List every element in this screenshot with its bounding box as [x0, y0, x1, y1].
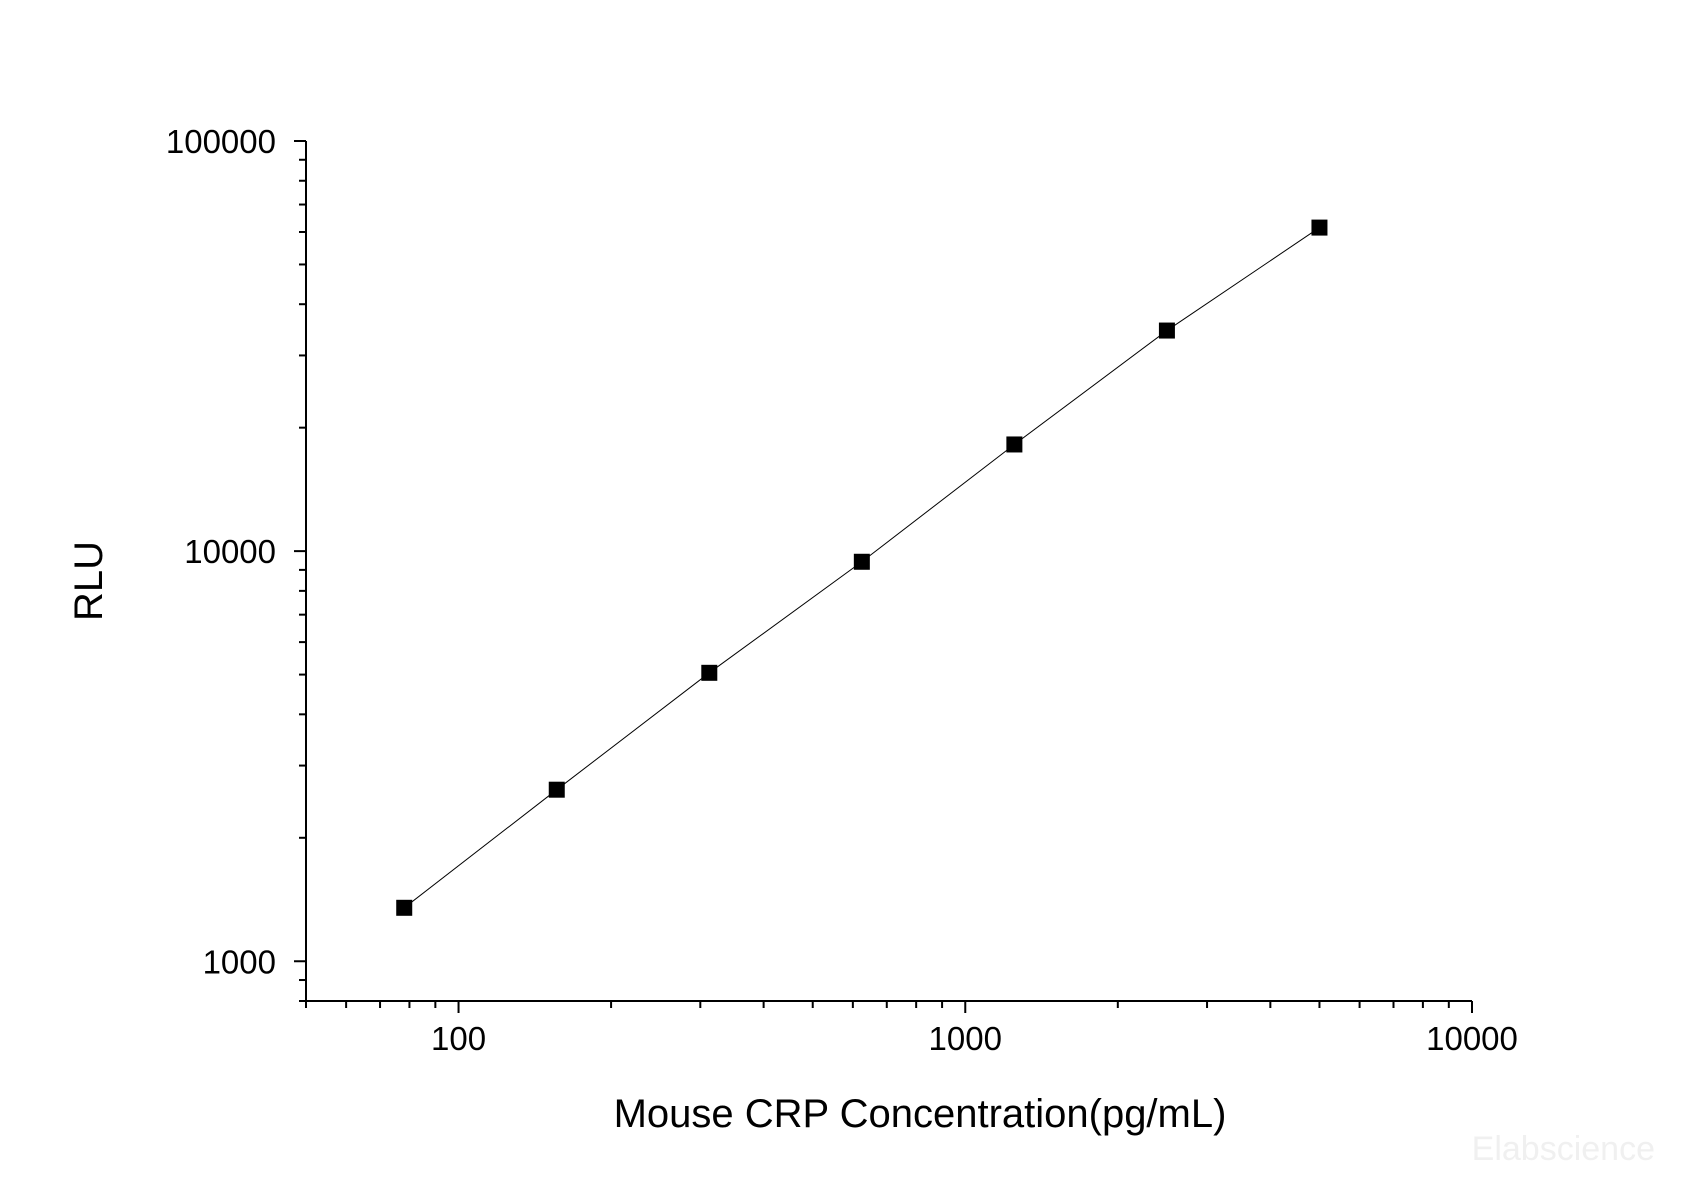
data-point [1006, 436, 1023, 453]
y-tick-label: 1000 [203, 943, 276, 980]
x-tick-label: 100 [431, 1020, 486, 1057]
data-point [548, 781, 565, 798]
x-tick-label: 10000 [1426, 1020, 1518, 1057]
data-series [396, 219, 1328, 916]
data-point [701, 664, 718, 681]
y-axis-title: RLU [67, 541, 111, 621]
x-tick-label: 1000 [929, 1020, 1002, 1057]
y-tick-label: 10000 [184, 533, 276, 570]
data-point [1158, 322, 1175, 339]
data-point [1311, 219, 1328, 236]
y-tick-label: 100000 [166, 123, 276, 160]
data-point [396, 899, 413, 916]
ticks: 100 1000 10000 1000 10000 100000 [166, 123, 1518, 1057]
axes [305, 141, 1472, 1002]
data-point [853, 553, 870, 570]
watermark-logo: Elabscience [1472, 1130, 1655, 1168]
x-axis-title: Mouse CRP Concentration(pg/mL) [614, 1092, 1227, 1136]
